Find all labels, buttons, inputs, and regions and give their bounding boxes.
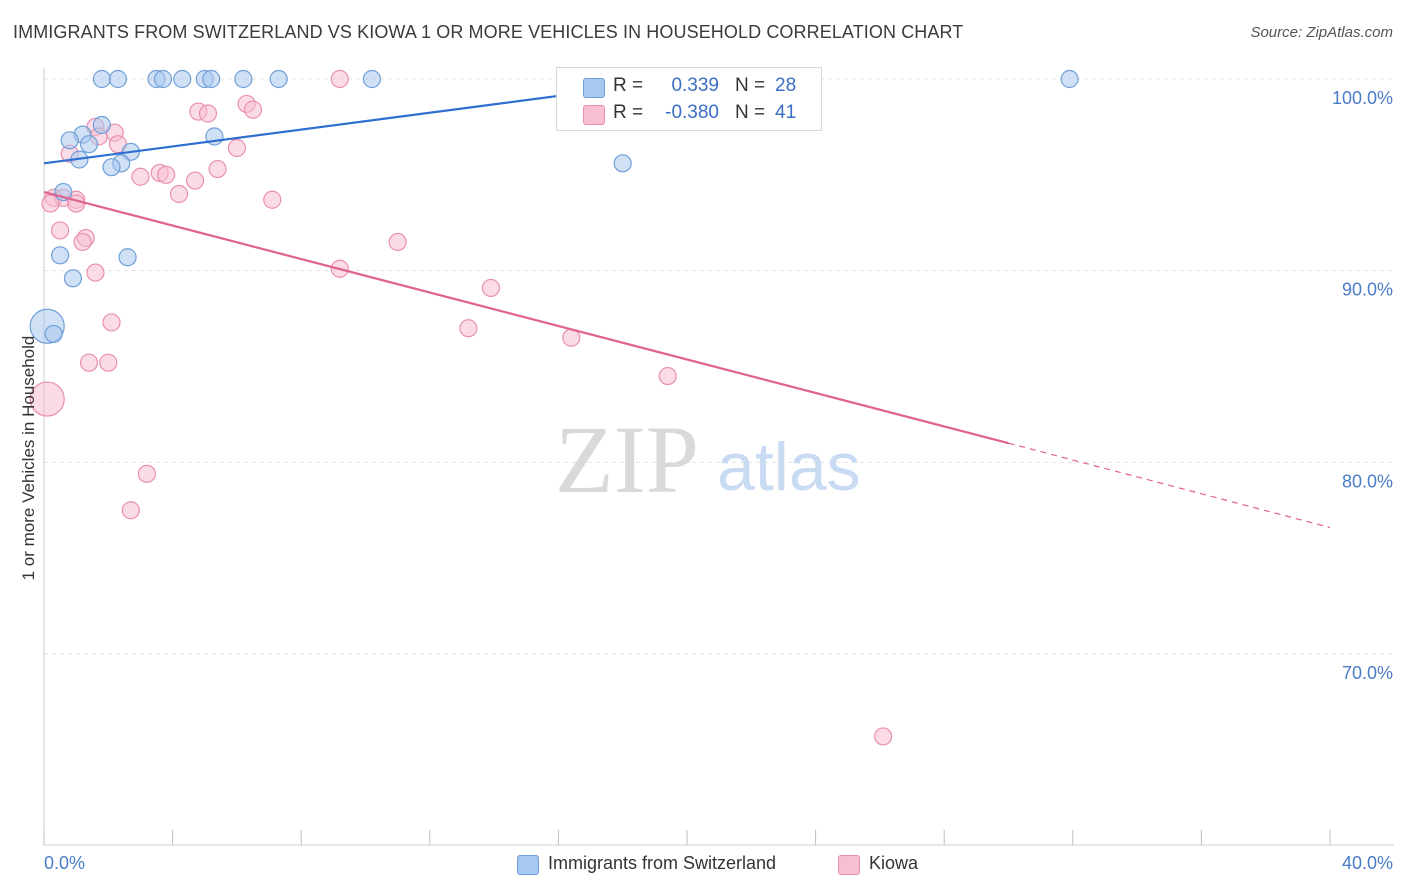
x-tick-label-max: 40.0%: [1342, 853, 1393, 873]
y-axis-label: 1 or more Vehicles in Household: [19, 336, 38, 581]
switzerland-point: [362, 69, 382, 89]
legend-r-value: -0.380: [665, 102, 719, 123]
kiowa-point: [208, 159, 227, 179]
kiowa-point: [131, 167, 150, 186]
switzerland-point: [63, 269, 83, 288]
y-tick-label: 90.0%: [1342, 280, 1393, 300]
switzerland-point: [44, 324, 63, 344]
kiowa-point: [481, 278, 500, 298]
legend-r-label: R =: [613, 75, 644, 96]
legend-n-label: N =: [735, 75, 766, 96]
switzerland-point: [1060, 69, 1079, 89]
switzerland-point: [108, 69, 128, 89]
kiowa-point: [73, 232, 92, 252]
switzerland-point: [269, 69, 288, 89]
y-tick-labels: 100.0% 90.0% 80.0% 70.0%: [1332, 88, 1393, 683]
legend-row-switzerland: R = 0.339 N = 28: [557, 72, 821, 102]
switzerland-point: [173, 69, 192, 89]
switzerland-point: [102, 158, 121, 177]
watermark: ZIP atlas: [555, 406, 861, 513]
switzerland-point: [50, 246, 70, 265]
kiowa-point: [263, 190, 282, 209]
switzerland-point: [118, 248, 137, 267]
kiowa-point: [86, 263, 105, 282]
legend-n-value: 28: [775, 75, 797, 96]
chart-title: IMMIGRANTS FROM SWITZERLAND VS KIOWA 1 O…: [13, 22, 964, 42]
grid-lines: [44, 78, 1394, 655]
switzerland-point: [613, 154, 632, 173]
kiowa-point: [102, 313, 121, 332]
switzerland-point: [234, 69, 253, 89]
kiowa-point: [169, 184, 189, 204]
watermark-atlas: atlas: [717, 429, 861, 505]
kiowa-point: [227, 138, 246, 158]
kiowa-point: [186, 171, 205, 190]
kiowa-point: [658, 366, 677, 386]
kiowa-trend-line: [43, 191, 1009, 445]
kiowa-trend-extension: [1008, 442, 1331, 529]
kiowa-point: [157, 165, 176, 184]
switzerland-points: [29, 69, 1079, 344]
series-legend-kiowa: Kiowa: [869, 853, 919, 873]
kiowa-point: [41, 194, 60, 213]
kiowa-point: [330, 69, 349, 89]
chart-source: Source: ZipAtlas.com: [1250, 24, 1393, 41]
switzerland-point: [153, 69, 173, 89]
kiowa-point: [99, 353, 118, 372]
kiowa-point: [29, 381, 65, 417]
legend-n-value: 41: [775, 102, 797, 123]
correlation-legend: R = 0.339 N = 28 R = -0.380 N = 41: [556, 67, 822, 131]
series-legend-switzerland: Immigrants from Switzerland: [548, 853, 777, 873]
kiowa-point: [874, 727, 893, 746]
kiowa-point: [50, 221, 70, 240]
y-tick-label: 100.0%: [1332, 88, 1393, 108]
kiowa-point: [388, 232, 407, 252]
switzerland-point: [79, 135, 99, 154]
legend-r-label: R =: [613, 102, 644, 123]
legend-swatch-blue: [583, 78, 605, 98]
legend-n-label: N =: [735, 102, 766, 123]
series-legend-swatch-blue: [517, 855, 539, 875]
watermark-zip: ZIP: [555, 406, 699, 513]
kiowa-point: [243, 100, 263, 119]
y-tick-label: 70.0%: [1342, 663, 1393, 683]
kiowa-point: [121, 501, 140, 520]
x-tick-label-min: 0.0%: [44, 853, 85, 873]
switzerland-point: [92, 115, 111, 135]
legend-row-kiowa: R = -0.380 N = 41: [557, 99, 821, 129]
kiowa-point: [198, 104, 218, 123]
legend-swatch-pink: [583, 105, 605, 125]
legend-r-value: 0.339: [671, 75, 719, 96]
kiowa-point: [79, 353, 99, 372]
kiowa-point: [137, 464, 156, 483]
x-tick-labels: 0.0% 40.0%: [44, 853, 1393, 873]
series-legend-swatch-pink: [838, 855, 860, 875]
switzerland-point: [92, 69, 111, 89]
y-tick-label: 80.0%: [1342, 471, 1393, 491]
kiowa-point: [459, 319, 478, 338]
kiowa-points: [29, 69, 893, 746]
switzerland-point: [60, 131, 79, 150]
switzerland-point: [202, 69, 221, 89]
